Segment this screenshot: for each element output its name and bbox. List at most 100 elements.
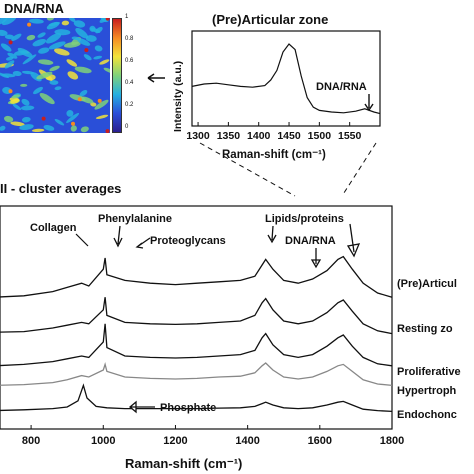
heatmap-cell: [22, 54, 37, 65]
heatmap-cell: [0, 43, 12, 52]
inset-tick-label: 1400: [247, 130, 271, 142]
heatmap-cell: [39, 93, 55, 105]
heatmap-cell: [71, 36, 80, 41]
heatmap-cell: [54, 48, 70, 56]
heatmap-cell: [45, 33, 62, 44]
main-x-ticks: 800 1000 1200 1400 1600 1800: [22, 425, 404, 447]
inset-annotation-dna-rna: DNA/RNA: [316, 81, 367, 93]
heatmap-cell: [54, 29, 71, 36]
heatmap-cell: [54, 86, 62, 91]
heatmap-cell: [3, 115, 14, 123]
inset-tick-label: 1350: [217, 130, 241, 142]
heatmap-cell: [10, 121, 25, 127]
heatmap-cell: [48, 41, 66, 50]
heatmap-cell: [66, 112, 80, 124]
heatmap-hotspot: [105, 16, 110, 21]
phenylalanine-arrow-icon: [113, 225, 123, 248]
heatmap-cell: [49, 80, 59, 85]
heatmap-cell: [99, 59, 110, 65]
inset-down-arrow-icon: [364, 94, 374, 112]
colorbar-tick: 0.4: [125, 80, 134, 86]
heatmap-cell: [7, 52, 18, 59]
heatmap-hotspot: [105, 129, 110, 134]
heatmap-cell: [0, 29, 8, 36]
heatmap-cell: [94, 99, 109, 110]
heatmap-cell: [94, 45, 103, 52]
heatmap-hotspot: [41, 116, 46, 121]
series-label-endochondral: Endochonc: [397, 409, 457, 421]
main-tick-label: 1400: [235, 435, 259, 447]
heatmap-hotspot: [71, 121, 75, 126]
lipids-arrow-2-icon: [346, 223, 361, 258]
heatmap-cell: [46, 21, 60, 30]
colorbar-tick: 0.8: [125, 36, 134, 42]
series-line-3: [0, 362, 393, 387]
heatmap-cell: [0, 72, 10, 79]
series-line-0: [0, 255, 393, 298]
inset-ylabel: Intensity (a.u.): [172, 61, 184, 132]
heatmap-cell: [67, 71, 79, 80]
colorbar-tick: 0.2: [125, 102, 134, 108]
main-tick-label: 1000: [91, 435, 115, 447]
collagen-arrow-icon: [75, 233, 89, 247]
heatmap-cell: [46, 16, 54, 21]
inset-xlabel: Raman-shift (cm⁻¹): [222, 149, 326, 161]
heatmap-cell: [37, 32, 46, 38]
phosphate-arrow-icon: [128, 400, 155, 414]
heatmap-cell: [26, 34, 36, 41]
heatmap-cell: [21, 98, 30, 106]
heatmap-cell: [19, 124, 34, 131]
heatmap-cell: [37, 59, 54, 65]
inset-tick-label: 1450: [277, 130, 301, 142]
heatmap-cell: [33, 86, 43, 95]
inset-frame: [191, 30, 381, 127]
main-title: II - cluster averages: [0, 181, 121, 196]
inset-tick-label: 1550: [338, 130, 362, 142]
annotation-lipids-proteins: Lipids/proteins: [265, 213, 344, 225]
main-series-lines: [0, 255, 393, 413]
heatmap-cell: [11, 33, 22, 41]
heatmap-hotspot: [97, 98, 102, 103]
heatmap-cell: [80, 126, 89, 133]
main-tick-label: 1600: [308, 435, 332, 447]
heatmap-colorbar: [112, 18, 122, 133]
heatmap-cell: [66, 109, 74, 117]
heatmap-cell: [32, 39, 47, 47]
heatmap-cell: [70, 125, 77, 132]
heatmap-cell: [83, 54, 92, 61]
heatmap-cell: [4, 34, 14, 40]
heatmap-cell: [38, 47, 50, 54]
proteoglycans-arrow-icon: [135, 237, 151, 249]
heatmap-cell: [79, 90, 88, 97]
heatmap-cell: [68, 15, 76, 22]
annotation-phenylalanine: Phenylalanine: [98, 213, 172, 225]
heatmap-cell: [89, 25, 96, 32]
zoom-line-left: [199, 142, 296, 197]
heatmap-cell: [4, 60, 15, 69]
heatmap-cell: [95, 114, 109, 120]
heatmap-cell: [49, 65, 60, 72]
heatmap-cell: [61, 20, 70, 26]
heatmap-cell: [54, 118, 65, 126]
heatmap-hotspot: [8, 89, 13, 94]
colorbar-tick: 1: [125, 14, 129, 20]
heatmap-cell: [20, 83, 28, 87]
series-label-preartic: (Pre)Articul: [397, 278, 457, 290]
main-tick-label: 1800: [380, 435, 404, 447]
heatmap-cell: [73, 20, 86, 28]
heatmap-cell: [1, 15, 17, 26]
heatmap-cell: [9, 97, 20, 102]
lipids-arrow-icon: [267, 225, 277, 244]
series-line-1: [0, 297, 393, 335]
heatmap-cell: [32, 128, 45, 133]
heatmap-hotspot: [27, 22, 32, 27]
zoom-line-right: [341, 142, 377, 197]
annotation-dna-rna: DNA/RNA: [285, 235, 336, 247]
heatmap-cell: [76, 38, 91, 46]
heatmap-cell: [20, 105, 35, 111]
annotation-collagen: Collagen: [30, 222, 77, 234]
series-line-2: [0, 323, 393, 367]
left-arrow-icon: [147, 73, 165, 83]
heatmap-hotspot: [77, 97, 82, 102]
